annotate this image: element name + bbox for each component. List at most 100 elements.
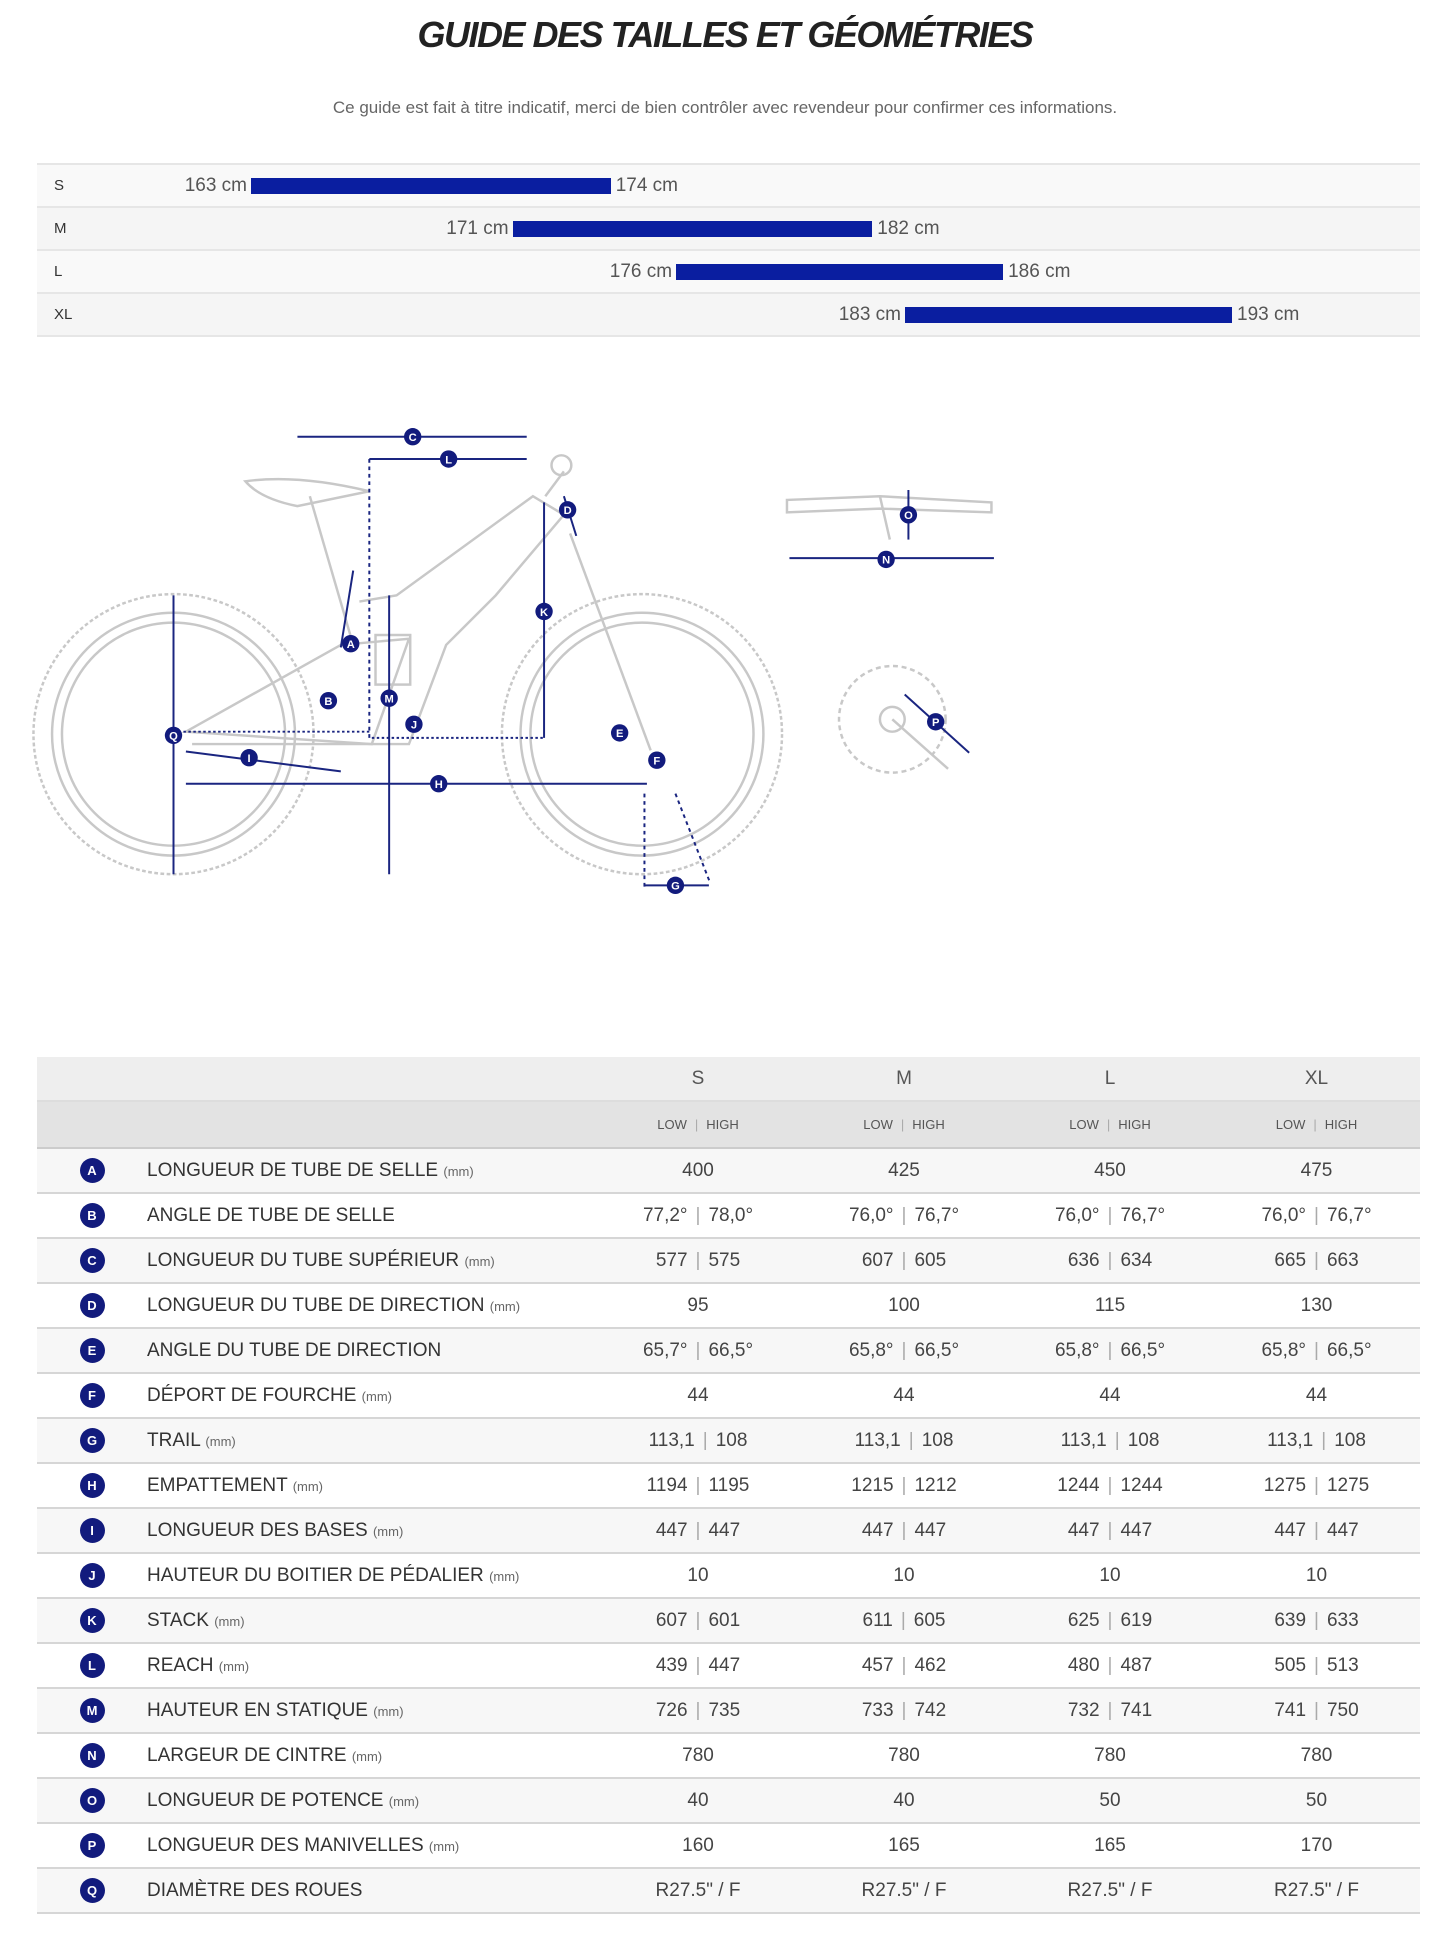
- size-min-height: 183 cm: [838, 304, 901, 325]
- value-cell: 44: [595, 1373, 801, 1419]
- size-max-height: 193 cm: [1237, 304, 1300, 325]
- high-value: 487: [1120, 1654, 1153, 1676]
- low-value: 1215: [851, 1474, 894, 1496]
- value-cell: 44: [801, 1373, 1007, 1419]
- high-value: 663: [1326, 1249, 1359, 1271]
- value-cell: 475: [1213, 1148, 1420, 1194]
- diagram-marker-m: M: [380, 689, 398, 707]
- value-cell: R27.5" / F: [595, 1868, 801, 1914]
- low-value: 457: [861, 1654, 894, 1676]
- value-cell: 160: [595, 1823, 801, 1869]
- geometry-row-e: E ANGLE DU TUBE DE DIRECTION 65,7° | 66,5° 6…: [37, 1328, 1420, 1374]
- high-value: 108: [1334, 1429, 1366, 1451]
- value-cell: 113,1 | 108: [801, 1418, 1007, 1464]
- low-label: LOW: [863, 1117, 893, 1132]
- geometry-table: S M L XL LOW | HIGH LOW | HIGH LOW | HIGH LOW | HIGH A LO…: [37, 1057, 1420, 1914]
- rider-size-chart: S 163 cm 174 cm M 171 cm 182 cm L 176 cm 186 cm X…: [37, 163, 1420, 337]
- geometry-row-j: J HAUTEUR DU BOITIER DE PÉDALIER (mm) 10 10…: [37, 1553, 1420, 1599]
- value-cell: 665 | 663: [1213, 1238, 1420, 1284]
- measure-label: REACH: [147, 1654, 214, 1676]
- low-value: 447: [1274, 1519, 1307, 1541]
- low-value: 733: [861, 1699, 894, 1721]
- value-cell: 639 | 633: [1213, 1598, 1420, 1644]
- measure-unit: (mm): [292, 1478, 324, 1494]
- high-value: 750: [1326, 1699, 1359, 1721]
- size-header-row: S M L XL: [37, 1057, 1420, 1102]
- letter-badge: I: [79, 1518, 105, 1543]
- value-cell: 636 | 634: [1007, 1238, 1213, 1284]
- size-min-height: 171 cm: [446, 218, 509, 239]
- diagram-marker-e: E: [610, 724, 629, 742]
- value-cell: 425: [801, 1148, 1007, 1194]
- high-value: 619: [1120, 1609, 1153, 1631]
- low-value: 447: [1067, 1519, 1100, 1541]
- letter-badge: P: [79, 1833, 105, 1858]
- measure-unit: (mm): [214, 1613, 245, 1629]
- value-cell: 400: [595, 1148, 801, 1194]
- high-value: 735: [708, 1699, 741, 1721]
- high-value: 447: [1120, 1519, 1153, 1541]
- value-cell: 450: [1007, 1148, 1213, 1194]
- value-cell: 733 | 742: [801, 1688, 1007, 1734]
- high-label: HIGH: [706, 1117, 739, 1132]
- low-value: 577: [655, 1249, 688, 1271]
- high-label: HIGH: [912, 1117, 945, 1132]
- value-cell: 115: [1007, 1283, 1213, 1329]
- size-row-l: L 176 cm 186 cm: [37, 251, 1420, 294]
- value-cell: 65,7° | 66,5°: [595, 1328, 801, 1374]
- measure-unit: (mm): [489, 1298, 521, 1314]
- svg-text:H: H: [435, 779, 443, 791]
- value-cell: 726 | 735: [595, 1688, 801, 1734]
- value-cell: 457 | 462: [801, 1643, 1007, 1689]
- low-value: 732: [1067, 1699, 1100, 1721]
- value-cell: 10: [1007, 1553, 1213, 1599]
- measure-unit: (mm): [428, 1838, 460, 1854]
- measure-label: LONGUEUR DE TUBE DE SELLE: [147, 1159, 439, 1181]
- size-column-header: M: [801, 1057, 1007, 1102]
- low-value: 76,0°: [1054, 1204, 1100, 1226]
- size-min-height: 163 cm: [184, 175, 247, 196]
- high-value: 1212: [914, 1474, 957, 1496]
- geometry-row-h: H EMPATTEMENT (mm) 1194 | 1195 1215 | 1212 1244 |…: [37, 1463, 1420, 1509]
- low-value: 607: [655, 1609, 688, 1631]
- size-label: S: [54, 177, 65, 194]
- value-cell: 100: [801, 1283, 1007, 1329]
- value-cell: 780: [595, 1733, 801, 1779]
- measure-label: LONGUEUR DE POTENCE: [147, 1789, 384, 1811]
- value-cell: 40: [595, 1778, 801, 1824]
- diagram-marker-g: G: [666, 876, 685, 895]
- letter-badge: C: [79, 1248, 105, 1273]
- high-value: 1195: [708, 1474, 750, 1496]
- diagram-marker-q: Q: [164, 726, 183, 745]
- high-value: 601: [708, 1609, 741, 1631]
- geometry-row-d: D LONGUEUR DU TUBE DE DIRECTION (mm) 95 100…: [37, 1283, 1420, 1329]
- letter-badge: Q: [79, 1878, 105, 1903]
- value-cell: 780: [1007, 1733, 1213, 1779]
- svg-text:A: A: [347, 639, 355, 651]
- high-value: 742: [914, 1699, 947, 1721]
- value-cell: 505 | 513: [1213, 1643, 1420, 1689]
- high-value: 633: [1326, 1609, 1359, 1631]
- size-column-header: S: [595, 1057, 801, 1102]
- geometry-row-q: Q DIAMÈTRE DES ROUES R27.5" / F R27.5" / F…: [37, 1868, 1420, 1914]
- geometry-row-k: K STACK (mm) 607 | 601 611 | 605 625 | 619 639 | 633: [37, 1598, 1420, 1644]
- high-value: 634: [1120, 1249, 1153, 1271]
- size-column-header: XL: [1213, 1057, 1420, 1102]
- high-value: 575: [708, 1249, 741, 1271]
- low-label: LOW: [1275, 1117, 1306, 1132]
- letter-badge: O: [79, 1788, 105, 1813]
- value-cell: 130: [1213, 1283, 1420, 1329]
- value-cell: 40: [801, 1778, 1007, 1824]
- diagram-marker-k: K: [535, 602, 553, 621]
- measure-label: TRAIL: [147, 1429, 201, 1451]
- high-value: 76,7°: [1120, 1204, 1166, 1226]
- value-cell: 65,8° | 66,5°: [801, 1328, 1007, 1374]
- measure-unit: (mm): [443, 1163, 474, 1179]
- low-value: 447: [655, 1519, 688, 1541]
- high-value: 741: [1120, 1699, 1153, 1721]
- letter-badge: B: [79, 1203, 105, 1228]
- low-label: LOW: [1069, 1117, 1099, 1132]
- high-value: 76,7°: [1326, 1204, 1372, 1226]
- letter-badge: D: [79, 1293, 105, 1318]
- value-cell: 76,0° | 76,7°: [1007, 1193, 1213, 1239]
